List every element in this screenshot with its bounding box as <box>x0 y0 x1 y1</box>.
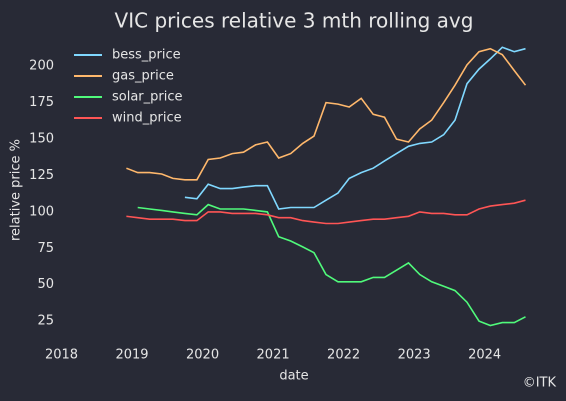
chart-title: VIC prices relative 3 mth rolling avg <box>115 9 474 33</box>
x-tick-label: 2024 <box>468 348 501 363</box>
y-tick-label: 75 <box>37 241 54 256</box>
y-axis-label: relative price % <box>9 139 24 241</box>
legend-label: gas_price <box>112 69 174 84</box>
y-tick-label: 150 <box>29 132 54 147</box>
y-tick-label: 175 <box>29 95 54 110</box>
x-tick-label: 2022 <box>327 348 360 363</box>
legend-label: solar_price <box>112 90 183 105</box>
y-tick-label: 100 <box>29 204 54 219</box>
y-tick-label: 200 <box>29 59 54 74</box>
series-line <box>137 203 526 327</box>
x-tick-label: 2018 <box>45 348 78 363</box>
x-tick-label: 2019 <box>115 348 148 363</box>
credit: ©ITK <box>523 376 557 391</box>
legend-label: wind_price <box>112 111 182 126</box>
legend-label: bess_price <box>112 48 181 63</box>
y-tick-label: 50 <box>37 277 54 292</box>
y-tick-label: 25 <box>37 314 54 329</box>
series-line <box>126 47 527 181</box>
x-tick-label: 2021 <box>257 348 290 363</box>
series-line <box>184 46 526 210</box>
series-line <box>126 199 526 225</box>
x-axis-label: date <box>279 369 308 384</box>
x-tick-label: 2020 <box>186 348 219 363</box>
x-tick-label: 2023 <box>398 348 431 363</box>
y-tick-label: 125 <box>29 168 54 183</box>
